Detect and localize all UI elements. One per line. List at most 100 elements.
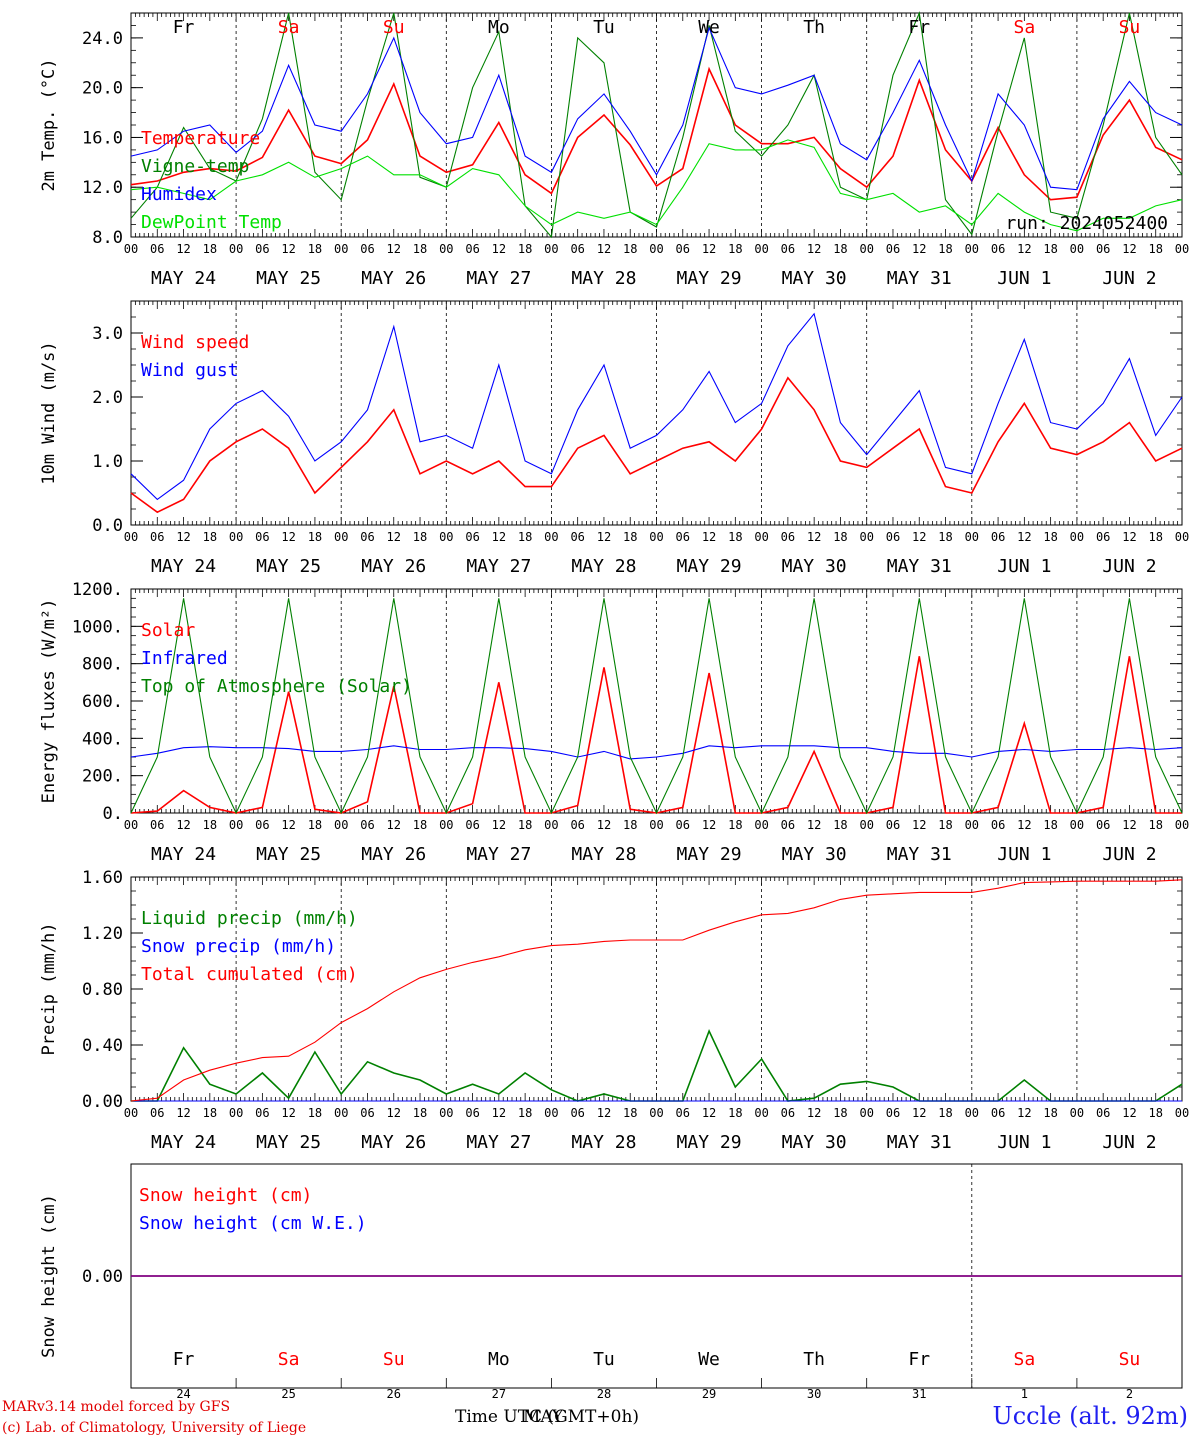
date-label: MAY 31 xyxy=(887,1132,952,1153)
date-label: MAY 24 xyxy=(151,268,216,289)
hour-tick-label: 12 xyxy=(1122,242,1136,256)
hour-tick-label: 06 xyxy=(676,1106,690,1120)
hour-tick-label: 12 xyxy=(281,1106,295,1120)
hour-tick-label: 06 xyxy=(1096,530,1110,544)
hour-tick-label: 00 xyxy=(229,242,243,256)
hour-tick-label: 06 xyxy=(781,242,795,256)
panel-4 xyxy=(130,876,1183,1102)
hour-tick-label: 18 xyxy=(308,818,322,832)
hour-tick-label: 06 xyxy=(991,1106,1005,1120)
hour-tick-label: 12 xyxy=(1122,530,1136,544)
y-tick-label: 600. xyxy=(82,692,123,712)
date-label: MAY 28 xyxy=(571,1132,636,1153)
hour-tick-label: 06 xyxy=(360,530,374,544)
series-line-dewpoint-temp xyxy=(130,139,1183,232)
y-tick-label: 16.0 xyxy=(82,128,123,148)
hour-tick-label: 06 xyxy=(1096,242,1110,256)
y-tick-label: 400. xyxy=(82,729,123,749)
hour-tick-label: 18 xyxy=(308,242,322,256)
station-label: Uccle (alt. 92m) xyxy=(992,1402,1188,1430)
hour-tick-label: 12 xyxy=(702,242,716,256)
date-label: MAY 31 xyxy=(887,268,952,289)
date-label: MAY 24 xyxy=(151,1132,216,1153)
date-label: MAY 30 xyxy=(782,268,847,289)
hour-tick-label: 18 xyxy=(728,818,742,832)
hour-tick-label: 06 xyxy=(781,1106,795,1120)
hour-tick-label: 06 xyxy=(781,530,795,544)
hour-tick-label: 00 xyxy=(754,242,768,256)
hour-tick-label: 00 xyxy=(1070,1106,1084,1120)
hour-tick-label: 18 xyxy=(203,530,217,544)
hour-tick-label: 00 xyxy=(544,818,558,832)
day-name-label: We xyxy=(698,17,720,38)
day-name-label: Su xyxy=(383,17,405,38)
date-label: MAY 25 xyxy=(256,268,321,289)
legend-label: Temperature xyxy=(141,128,260,149)
date-label: MAY 29 xyxy=(677,844,742,865)
hour-tick-label: 12 xyxy=(492,530,506,544)
hour-tick-label: 18 xyxy=(413,242,427,256)
date-label: JUN 1 xyxy=(997,844,1051,865)
legend-label: Snow height (cm) xyxy=(139,1185,312,1206)
hour-tick-label: 06 xyxy=(360,1106,374,1120)
date-label: MAY 27 xyxy=(466,556,531,577)
legend-label: Snow height (cm W.E.) xyxy=(139,1213,367,1234)
hour-tick-label: 18 xyxy=(728,530,742,544)
hour-tick-label: 06 xyxy=(465,818,479,832)
y-axis-label: Energy fluxes (W/m²) xyxy=(39,599,59,804)
hour-tick-label: 06 xyxy=(570,818,584,832)
hour-tick-label: 12 xyxy=(176,1106,190,1120)
hour-tick-label: 06 xyxy=(991,242,1005,256)
y-tick-label: 12.0 xyxy=(82,178,123,198)
hour-tick-label: 18 xyxy=(1148,1106,1162,1120)
hour-tick-label: 06 xyxy=(255,818,269,832)
hour-tick-label: 06 xyxy=(150,530,164,544)
hour-tick-label: 18 xyxy=(1148,242,1162,256)
date-label: MAY 28 xyxy=(571,844,636,865)
hour-tick-label: 06 xyxy=(991,818,1005,832)
series-line-temperature xyxy=(130,66,1183,201)
date-label: MAY 25 xyxy=(256,1132,321,1153)
hour-tick-label: 12 xyxy=(912,242,926,256)
day-name-label: Mo xyxy=(488,1349,510,1370)
hour-tick-label: 18 xyxy=(728,1106,742,1120)
hour-tick-label: 12 xyxy=(492,818,506,832)
hour-tick-label: 00 xyxy=(544,1106,558,1120)
legend-label: Top of Atmosphere (Solar) xyxy=(141,676,412,697)
date-label: MAY 30 xyxy=(782,844,847,865)
date-label: MAY 26 xyxy=(361,268,426,289)
hour-tick-label: 06 xyxy=(886,818,900,832)
hour-tick-label: 12 xyxy=(597,242,611,256)
hour-tick-label: 12 xyxy=(492,1106,506,1120)
hour-tick-label: 18 xyxy=(518,1106,532,1120)
day-name-label: Mo xyxy=(488,17,510,38)
date-label: JUN 1 xyxy=(997,268,1051,289)
date-label: JUN 2 xyxy=(1102,1132,1156,1153)
hour-tick-label: 00 xyxy=(859,818,873,832)
hour-tick-label: 00 xyxy=(544,530,558,544)
plot-frame xyxy=(130,588,1183,814)
hour-tick-label: 18 xyxy=(518,530,532,544)
hour-tick-label: 12 xyxy=(1122,1106,1136,1120)
day-number-label: 24 xyxy=(176,1387,190,1401)
hour-tick-label: 00 xyxy=(1175,242,1189,256)
day-number-label: 28 xyxy=(597,1387,611,1401)
legend-label: Wind gust xyxy=(141,360,239,381)
day-number-label: 29 xyxy=(702,1387,716,1401)
panel-2 xyxy=(130,300,1183,526)
hour-tick-label: 18 xyxy=(1148,530,1162,544)
series-line-humidex xyxy=(130,26,1183,191)
series-line-vigne-temp xyxy=(130,10,1183,239)
day-number-label: 25 xyxy=(281,1387,295,1401)
hour-tick-label: 18 xyxy=(938,242,952,256)
hour-tick-label: 06 xyxy=(570,242,584,256)
date-label: MAY 25 xyxy=(256,844,321,865)
legend-label: Snow precip (mm/h) xyxy=(141,936,336,957)
time-axis-label: Time UTC (GMT+0h) xyxy=(455,1407,640,1427)
plot-frame xyxy=(130,300,1183,526)
y-tick-label: 3.0 xyxy=(92,324,123,344)
hour-tick-label: 18 xyxy=(833,1106,847,1120)
hour-tick-label: 00 xyxy=(124,1106,138,1120)
date-label: MAY 27 xyxy=(466,1132,531,1153)
hour-tick-label: 06 xyxy=(886,530,900,544)
